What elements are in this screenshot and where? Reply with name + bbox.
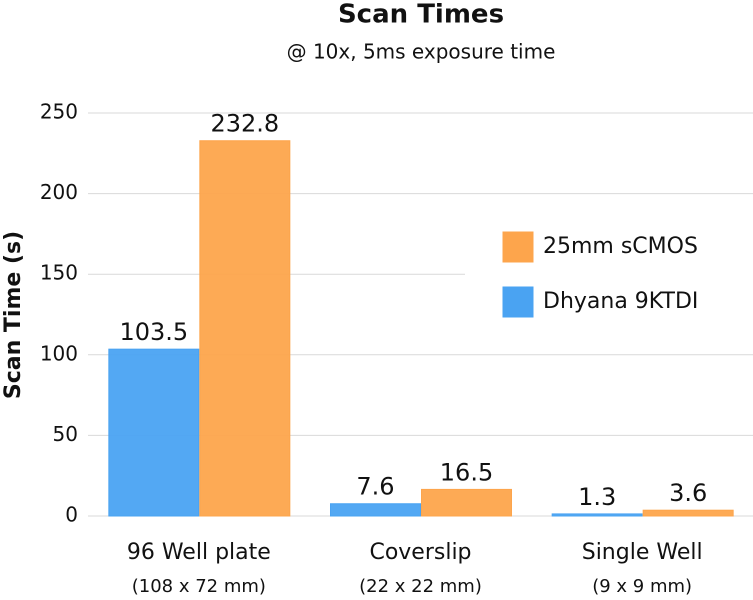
y-axis-label: Scan Time (s) xyxy=(1,231,26,399)
x-tick-label: Coverslip xyxy=(369,540,471,565)
y-tick-label: 200 xyxy=(40,180,78,204)
x-tick-detail: (22 x 22 mm) xyxy=(359,576,482,597)
bar xyxy=(108,348,200,517)
bar xyxy=(421,488,512,517)
value-label: 3.6 xyxy=(669,479,707,507)
legend-label: Dhyana 9KTDI xyxy=(543,289,698,314)
y-tick-label: 50 xyxy=(53,422,78,446)
y-tick-label: 250 xyxy=(40,100,78,124)
bar xyxy=(642,509,734,517)
y-tick-label: 0 xyxy=(65,503,78,527)
value-label: 16.5 xyxy=(440,458,493,486)
value-label: 7.6 xyxy=(356,473,394,501)
bar xyxy=(199,140,291,517)
legend-swatch xyxy=(502,231,534,263)
chart-title: Scan Times xyxy=(338,0,504,30)
value-label: 103.5 xyxy=(119,318,188,346)
x-tick-detail: (108 x 72 mm) xyxy=(132,576,266,597)
legend-label: 25mm sCMOS xyxy=(543,234,698,259)
value-label: 232.8 xyxy=(210,110,279,138)
x-tick-label: 96 Well plate xyxy=(127,540,271,565)
x-tick-detail: (9 x 9 mm) xyxy=(592,576,692,597)
value-label: 1.3 xyxy=(578,483,616,511)
bar xyxy=(330,503,421,517)
bar xyxy=(551,513,643,517)
legend-swatch xyxy=(502,286,534,318)
y-tick-label: 150 xyxy=(40,261,78,285)
y-tick-label: 100 xyxy=(40,341,78,365)
x-tick-label: Single Well xyxy=(582,540,703,565)
chart-subtitle: @ 10x, 5ms exposure time xyxy=(287,40,556,64)
